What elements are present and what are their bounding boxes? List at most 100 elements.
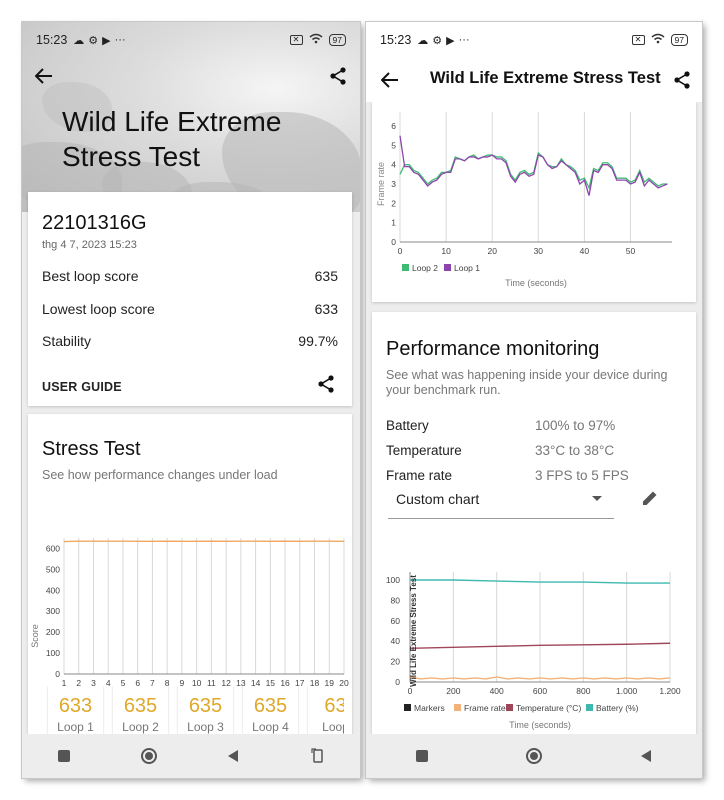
legend-swatch xyxy=(586,704,593,711)
stat-label: Stability xyxy=(42,333,92,349)
stat-value: 633 xyxy=(314,301,338,317)
x-tick-label: 4 xyxy=(106,678,111,688)
perf-label: Temperature xyxy=(386,443,462,458)
x-tick-label: 12 xyxy=(221,678,231,688)
loop-score-card[interactable]: 635 Loop 3 xyxy=(178,686,233,738)
x-tick-label: 15 xyxy=(266,678,276,688)
series-line-frame-rate xyxy=(409,676,671,680)
x-tick-label: 40 xyxy=(580,246,590,256)
y-tick-label: 0 xyxy=(55,669,60,679)
y-axis-label: Wild Life Extreme Stress Test xyxy=(409,575,418,687)
dropdown-value: Custom chart xyxy=(396,491,480,507)
back-button[interactable] xyxy=(30,62,58,90)
stress-title: Stress Test xyxy=(42,438,141,460)
result-card: 22101316G thg 4 7, 2023 15:23 Best loop … xyxy=(28,192,352,406)
loop-score-value: 633 xyxy=(58,695,93,717)
loop-score-card[interactable]: 635 Loop 2 xyxy=(113,686,168,738)
y-tick-label: 4 xyxy=(391,160,396,170)
stat-row-best: Best loop score 635 xyxy=(42,268,338,284)
legend-label: Loop 2 xyxy=(412,263,438,273)
back-nav-button[interactable] xyxy=(218,741,248,771)
back-nav-button[interactable] xyxy=(631,741,661,771)
stat-label: Lowest loop score xyxy=(42,301,155,317)
performance-chart: 0 200 400 600 800 1.000 1.200 0 20 40 60 80 100 Wild … xyxy=(386,572,681,730)
back-arrow-icon xyxy=(381,72,398,88)
stat-value: 635 xyxy=(314,268,338,284)
x-tick-label: 7 xyxy=(150,678,155,688)
perf-row-temperature: Temperature 33°C to 38°C xyxy=(386,443,676,458)
rotate-icon xyxy=(311,748,323,763)
stat-label: Best loop score xyxy=(42,268,139,284)
gear-icon: ⚙ xyxy=(88,34,99,47)
square-icon xyxy=(58,750,71,762)
series-line-temperature-c- xyxy=(409,642,671,650)
x-tick-label: 20 xyxy=(339,678,349,688)
legend-label: Temperature (°C) xyxy=(516,703,581,713)
x-tick-label: 19 xyxy=(325,678,335,688)
share-button[interactable] xyxy=(324,62,352,90)
status-time: 15:23 xyxy=(380,33,412,47)
loop-score-card[interactable]: 635 Loop 4 xyxy=(243,686,298,738)
loop-score-label: Loop 3 xyxy=(187,720,224,734)
y-tick-label: 80 xyxy=(391,595,401,605)
x-tick-label: 9 xyxy=(180,678,185,688)
recents-button[interactable] xyxy=(407,741,437,771)
sim-off-icon: ✕ xyxy=(631,35,645,45)
loop-score-label: Loop 2 xyxy=(122,720,159,734)
x-tick-label: 3 xyxy=(91,678,96,688)
x-tick-label: 10 xyxy=(441,246,451,256)
y-axis-label: Frame rate xyxy=(376,162,386,206)
x-tick-label: 20 xyxy=(487,246,497,256)
perf-value: 100% to 97% xyxy=(535,418,616,433)
app-bar: Wild Life Extreme Stress Test xyxy=(366,58,702,102)
share-button[interactable] xyxy=(668,66,696,94)
x-tick-label: 1.000 xyxy=(616,686,638,696)
stat-value: 99.7% xyxy=(298,333,338,349)
x-tick-label: 50 xyxy=(626,246,636,256)
rotate-button[interactable] xyxy=(303,741,333,771)
perf-label: Battery xyxy=(386,418,429,433)
home-button[interactable] xyxy=(519,741,549,771)
share-result-button[interactable] xyxy=(312,370,340,398)
stat-row-stability: Stability 99.7% xyxy=(42,333,338,349)
loop-score-chart: 1 2 3 4 5 6 7 8 9 10 11 12 13 14 15 16 17 18 19 20010020030… xyxy=(30,538,349,700)
circle-icon xyxy=(526,748,542,764)
loop-score-card[interactable]: 63 Loop xyxy=(308,686,344,738)
legend-label: Markers xyxy=(414,703,445,713)
home-button[interactable] xyxy=(134,741,164,771)
y-tick-label: 3 xyxy=(391,179,396,189)
battery-indicator: 97 xyxy=(328,34,346,46)
x-axis-label: Time (seconds) xyxy=(505,278,567,288)
back-button[interactable] xyxy=(376,66,404,94)
loop-score-label: Loop 1 xyxy=(57,720,94,734)
recents-button[interactable] xyxy=(49,741,79,771)
x-tick-label: 17 xyxy=(295,678,305,688)
y-tick-label: 600 xyxy=(46,543,60,553)
perf-value: 3 FPS to 5 FPS xyxy=(535,468,629,483)
x-tick-label: 16 xyxy=(280,678,290,688)
perf-subtitle-line2: your benchmark run. xyxy=(386,383,501,397)
x-tick-label: 200 xyxy=(446,686,460,696)
x-tick-label: 1.200 xyxy=(659,686,681,696)
wifi-icon xyxy=(309,33,323,47)
x-tick-label: 13 xyxy=(236,678,246,688)
chart-type-dropdown[interactable]: Custom chart xyxy=(388,481,614,519)
test-date: thg 4 7, 2023 15:23 xyxy=(42,239,137,251)
legend-swatch xyxy=(404,704,411,711)
edit-chart-button[interactable] xyxy=(636,484,664,512)
wifi-icon xyxy=(651,33,665,47)
gear-icon: ⚙ xyxy=(432,34,443,47)
user-guide-link[interactable]: USER GUIDE xyxy=(42,380,122,394)
cloud-icon: ☁ xyxy=(417,34,429,47)
perf-subtitle: See what was happening inside your devic… xyxy=(386,368,667,398)
legend-swatch xyxy=(506,704,513,711)
x-tick-label: 2 xyxy=(76,678,81,688)
y-tick-label: 200 xyxy=(46,627,60,637)
page-title: Wild Life Extreme Stress Test xyxy=(62,104,281,174)
loop-score-card[interactable]: 633 Loop 1 xyxy=(48,686,103,738)
frame-rate-card: 0 10 20 30 40 50 0 1 2 3 4 5 6 Frame rate Loop 2 Loop 1… xyxy=(372,102,696,302)
triangle-back-icon xyxy=(641,750,651,762)
share-icon xyxy=(318,375,334,393)
x-tick-label: 14 xyxy=(251,678,261,688)
status-bar: 15:23 ☁ ⚙ ▶ ··· ✕ 97 xyxy=(22,22,360,58)
